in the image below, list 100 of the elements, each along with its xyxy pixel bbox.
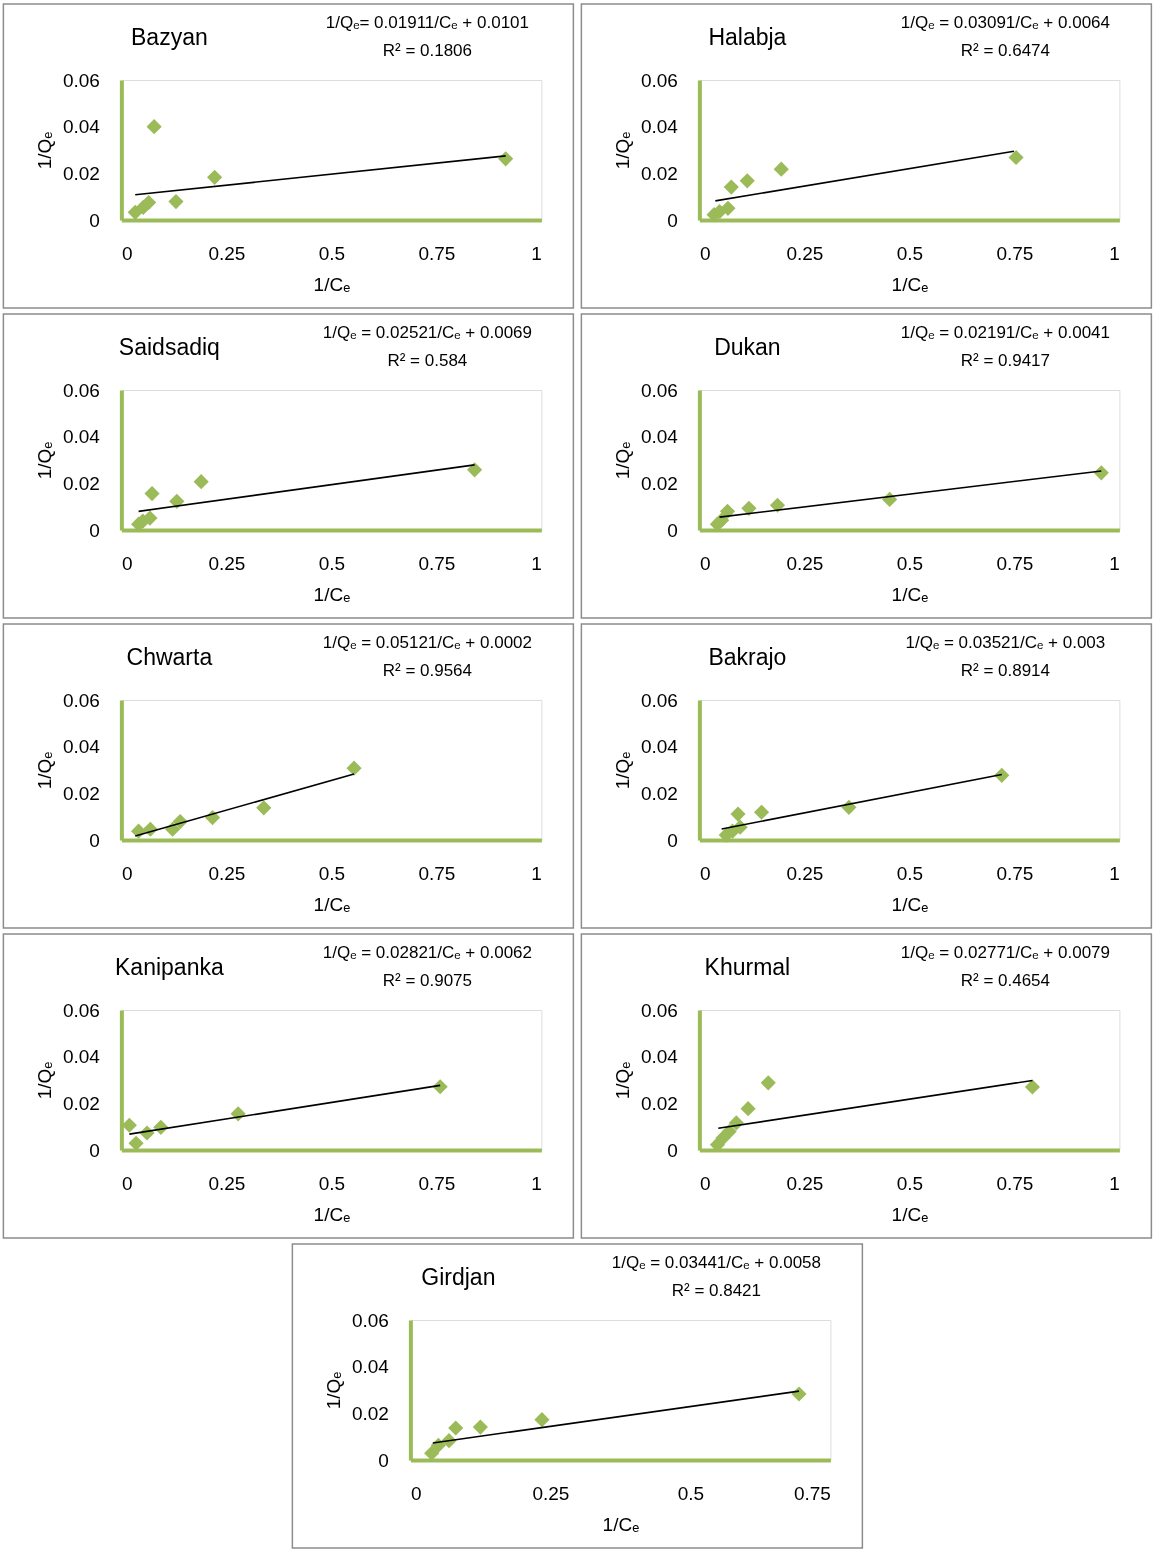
y-tick-label: 0.06 — [640, 69, 678, 91]
y-tick-label: 0.06 — [62, 379, 100, 401]
x-tick-label: 0.25 — [208, 862, 246, 884]
y-axis-title: 1/Qₑ — [33, 751, 55, 790]
y-axis-title: 1/Qₑ — [611, 131, 633, 170]
chart-title: Chwarta — [126, 644, 213, 670]
point — [719, 503, 736, 519]
x-tick-label: 0.5 — [896, 862, 924, 884]
x-tick-label: 0 — [121, 1172, 133, 1194]
x-tick-label: 0 — [121, 242, 133, 264]
y-tick-label: 0 — [378, 1449, 389, 1471]
x-tick-label: 0.25 — [786, 552, 824, 574]
x-axis-title: 1/Cₑ — [313, 893, 351, 915]
x-tick-label: 1 — [531, 1172, 542, 1194]
y-axis-title: 1/Qₑ — [33, 1061, 55, 1100]
chart-title: Saidsadiq — [118, 334, 220, 360]
y-tick-label: 0.04 — [351, 1356, 390, 1378]
text: R² = 0.9564 — [382, 661, 473, 680]
y-tick-label: 0.02 — [62, 472, 100, 494]
x-tick-label: 0.5 — [318, 862, 346, 884]
text: 1/Qₑ = 0.05121/Cₑ + 0.0002 — [322, 633, 532, 652]
x-tick-label: 1 — [531, 552, 542, 574]
y-tick-label: 0.04 — [62, 116, 101, 138]
point — [1093, 465, 1109, 481]
y-axis-title: 1/Qₑ — [33, 131, 55, 170]
chart-title: Halabja — [708, 24, 787, 50]
x-tick-label: 1 — [531, 862, 542, 884]
point — [256, 800, 272, 816]
x-tick-label: 0.25 — [786, 862, 824, 884]
text: 1/Qₑ = 0.02191/Cₑ + 0.0041 — [900, 323, 1110, 342]
y-tick-label: 0.02 — [62, 1092, 100, 1114]
chart-title: Girdjan — [421, 1264, 496, 1290]
y-tick-label: 0.02 — [351, 1402, 389, 1424]
y-tick-label: 0.06 — [62, 69, 100, 91]
y-tick-label: 0 — [89, 1139, 100, 1161]
y-tick-label: 0 — [667, 1139, 678, 1161]
x-tick-label: 0 — [699, 552, 711, 574]
x-tick-label: 0.5 — [896, 1172, 924, 1194]
x-tick-label: 1 — [1109, 862, 1120, 884]
y-axis-title: 1/Qₑ — [322, 1371, 344, 1410]
text: R² = 0.1806 — [382, 41, 473, 60]
y-axis-title: 1/Qₑ — [611, 751, 633, 790]
x-axis-title: 1/Cₑ — [313, 1203, 351, 1225]
y-tick-label: 0.04 — [640, 736, 679, 758]
x-tick-label: 0.25 — [208, 242, 246, 264]
y-tick-label: 0 — [89, 519, 100, 541]
y-tick-label: 0.04 — [62, 426, 101, 448]
x-tick-label: 0.75 — [418, 242, 456, 264]
text: R² = 0.584 — [387, 351, 468, 370]
x-tick-label: 0 — [410, 1482, 422, 1504]
y-axis-title: 1/Qₑ — [33, 441, 55, 480]
y-tick-label: 0 — [89, 209, 100, 231]
x-axis-title: 1/Cₑ — [891, 893, 929, 915]
text: 1/Qₑ= 0.01911/Cₑ + 0.0101 — [325, 13, 529, 32]
x-tick-label: 0.75 — [996, 1172, 1034, 1194]
x-tick-label: 0 — [121, 552, 133, 574]
y-tick-label: 0.04 — [640, 116, 679, 138]
text: R² = 0.6474 — [960, 41, 1051, 60]
x-tick-label: 0.75 — [996, 552, 1034, 574]
x-tick-label: 0.25 — [786, 242, 824, 264]
x-tick-label: 0 — [699, 242, 711, 264]
y-tick-label: 0.02 — [640, 782, 678, 804]
x-axis-title: 1/Cₑ — [602, 1513, 640, 1535]
x-tick-label: 0.25 — [208, 552, 246, 574]
text: 1/Qₑ = 0.03091/Cₑ + 0.0064 — [900, 13, 1110, 32]
x-axis-title: 1/Cₑ — [313, 583, 351, 605]
x-tick-label: 0.25 — [532, 1482, 570, 1504]
y-tick-label: 0 — [667, 829, 678, 851]
x-tick-label: 1 — [1109, 552, 1120, 574]
text: 1/Qₑ = 0.02821/Cₑ + 0.0062 — [322, 943, 532, 962]
x-tick-label: 0.5 — [318, 1172, 346, 1194]
point — [128, 1135, 144, 1151]
x-tick-label: 1 — [1109, 1172, 1120, 1194]
chart-title: Dukan — [714, 334, 781, 360]
y-tick-label: 0.02 — [62, 162, 100, 184]
y-tick-label: 0.06 — [351, 1309, 389, 1331]
chart-title: Bakrajo — [708, 644, 787, 670]
point — [769, 497, 786, 513]
chart-title: Khurmal — [704, 954, 791, 980]
x-tick-label: 0.75 — [996, 242, 1034, 264]
text: 1/Qₑ = 0.02771/Cₑ + 0.0079 — [900, 943, 1110, 962]
point — [121, 1117, 137, 1133]
x-tick-label: 0 — [121, 862, 133, 884]
text: 1/Qₑ = 0.02521/Cₑ + 0.0069 — [322, 323, 532, 342]
x-tick-label: 0.25 — [208, 1172, 246, 1194]
y-tick-label: 0.06 — [640, 999, 678, 1021]
x-tick-label: 0.75 — [418, 1172, 456, 1194]
text: R² = 0.9417 — [960, 351, 1051, 370]
x-tick-label: 0.75 — [793, 1482, 831, 1504]
x-tick-label: 0.25 — [786, 1172, 824, 1194]
y-tick-label: 0.02 — [640, 472, 678, 494]
text: R² = 0.8421 — [671, 1281, 762, 1300]
y-tick-label: 0.04 — [62, 736, 101, 758]
x-tick-label: 0.75 — [996, 862, 1034, 884]
y-tick-label: 0.06 — [640, 379, 678, 401]
x-axis-title: 1/Cₑ — [313, 273, 351, 295]
x-tick-label: 0 — [699, 1172, 711, 1194]
text: R² = 0.9075 — [382, 971, 473, 990]
x-axis-title: 1/Cₑ — [891, 583, 929, 605]
x-tick-label: 0.5 — [896, 242, 924, 264]
